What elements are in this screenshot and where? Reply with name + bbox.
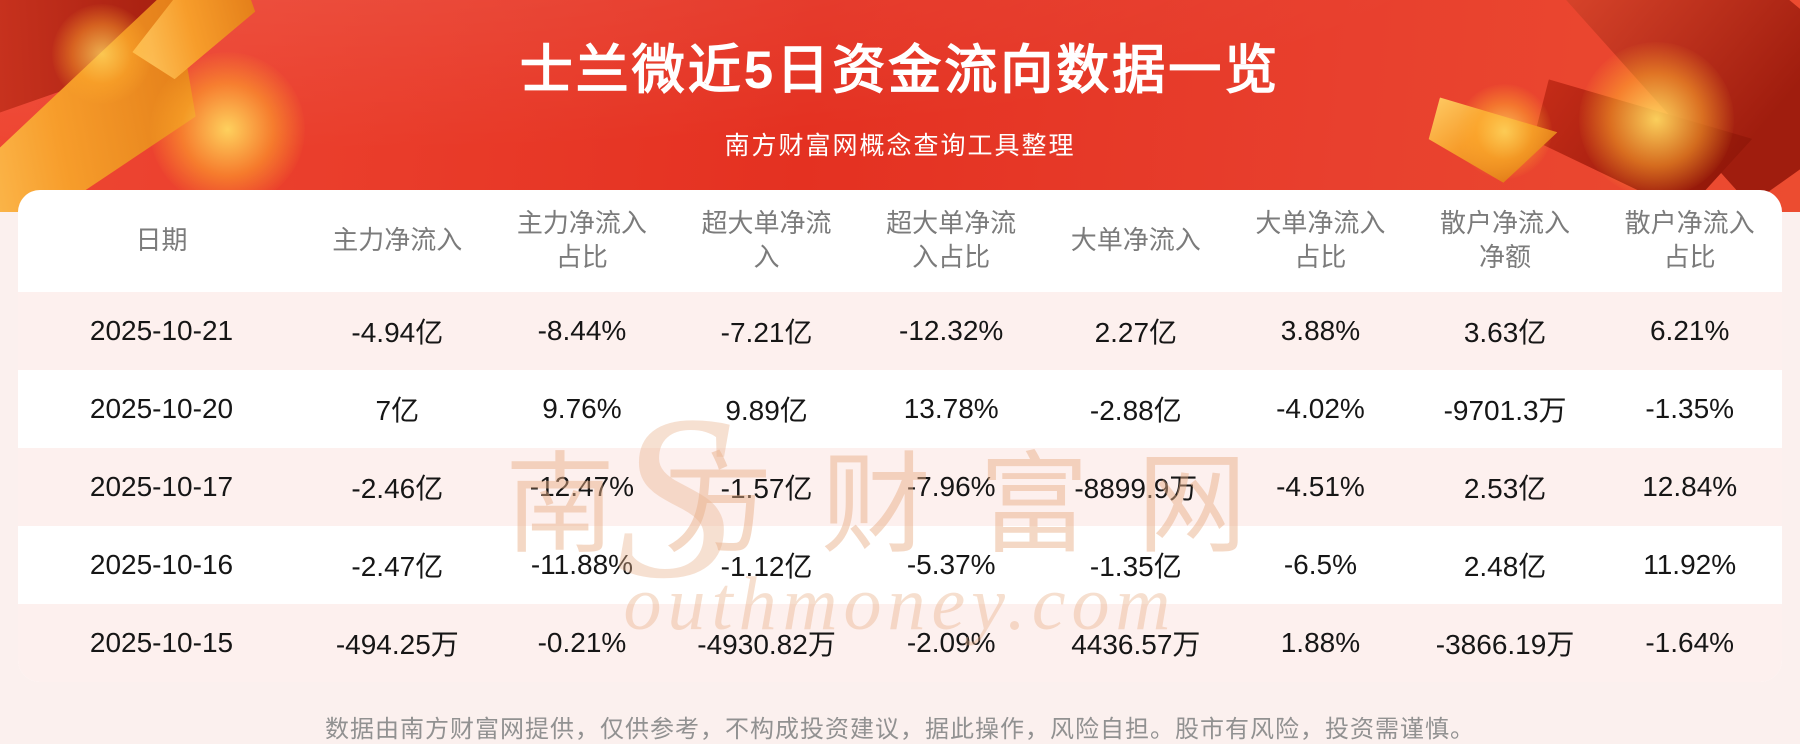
table-cell: 9.76% (542, 393, 622, 424)
page-subtitle: 南方财富网概念查询工具整理 (724, 132, 1076, 160)
table-cell: -0.21% (537, 627, 627, 658)
table-cell: -4.51% (1276, 471, 1365, 502)
table-cell: -1.12亿 (720, 551, 813, 582)
table-row: 2025-10-16 -2.47亿 -11.88% -1.12亿 -5.37% … (18, 526, 1782, 604)
table-cell: 2.48亿 (1463, 551, 1547, 582)
table-cell: 12.84% (1642, 471, 1738, 502)
table-cell: 3.63亿 (1463, 317, 1547, 348)
table-cell: -4.94亿 (351, 317, 444, 348)
table-cell: 11.92% (1643, 549, 1737, 580)
banner: 士兰微近5日资金流向数据一览 南方财富网概念查询工具整理 (0, 0, 1800, 212)
disclaimer-text: 数据由南方财富网提供，仅供参考，不构成投资建议，据此操作，风险自担。股市有风险，… (325, 716, 1475, 743)
table-cell: -12.47% (529, 471, 635, 502)
table-cell: 2.53亿 (1463, 473, 1547, 504)
table-cell: -4930.82万 (697, 629, 836, 660)
table-cell: -494.25万 (335, 629, 459, 660)
table-cell: -11.88% (530, 549, 634, 580)
header-cell-xl-order-net-inflow: 超大单净流入 (701, 208, 832, 272)
table-cell-date: 2025-10-20 (89, 393, 234, 424)
table-cell: 6.21% (1649, 315, 1730, 346)
table-cell: -12.32% (899, 315, 1004, 346)
table-cell: -4.02% (1276, 393, 1365, 424)
table-cell: -1.35亿 (1089, 551, 1182, 582)
header-cell-retail-net-inflow-pct: 散户净流入占比 (1624, 208, 1755, 272)
table-cell: 9.89亿 (725, 395, 808, 426)
table-cell: -8.44% (537, 315, 627, 346)
table-row: 2025-10-15 -494.25万 -0.21% -4930.82万 -2.… (18, 604, 1782, 682)
table-cell: 4436.57万 (1071, 629, 1201, 660)
table-cell: -3866.19万 (1435, 629, 1575, 660)
table-cell: 3.88% (1280, 315, 1361, 346)
table-cell: 2.27亿 (1094, 317, 1178, 348)
table-cell: -6.5% (1283, 549, 1358, 580)
table-cell-date: 2025-10-16 (89, 549, 234, 580)
table-cell: 1.88% (1280, 627, 1361, 658)
page-title: 士兰微近5日资金流向数据一览 (519, 41, 1281, 100)
table-cell: -2.46亿 (351, 473, 444, 504)
header-cell-large-order-net-inflow: 大单净流入 (1070, 225, 1201, 256)
table-cell: -7.21亿 (720, 317, 813, 348)
table-cell: -1.57亿 (720, 473, 813, 504)
table-header-row: 日期 主力净流入 主力净流入占比 超大单净流入 超大单净流入占比 大单净流入 大… (18, 190, 1782, 292)
header-cell-date: 日期 (135, 225, 188, 256)
header-cell-retail-net-inflow: 散户净流入净额 (1440, 208, 1571, 272)
table-cell: -2.88亿 (1089, 395, 1182, 426)
table-cell: -9701.3万 (1443, 395, 1567, 426)
table-cell: 7亿 (375, 395, 420, 426)
table-row: 2025-10-21 -4.94亿 -8.44% -7.21亿 -12.32% … (18, 292, 1782, 370)
table-cell: -2.47亿 (351, 551, 444, 582)
table-row: 2025-10-17 -2.46亿 -12.47% -1.57亿 -7.96% … (18, 448, 1782, 526)
table-cell: -1.35% (1645, 393, 1735, 424)
banner-text: 士兰微近5日资金流向数据一览 南方财富网概念查询工具整理 (0, 0, 1800, 162)
table-cell: -5.37% (906, 549, 996, 580)
table-cell-date: 2025-10-15 (89, 627, 234, 658)
table-cell: -8899.9万 (1074, 473, 1198, 504)
header-cell-main-net-inflow: 主力净流入 (332, 225, 463, 256)
header-cell-large-order-net-inflow-pct: 大单净流入占比 (1255, 208, 1386, 272)
table-cell: -7.96% (906, 471, 996, 502)
table-cell: 13.78% (903, 393, 999, 424)
header-cell-main-net-inflow-pct: 主力净流入占比 (516, 208, 647, 272)
table-cell: -1.64% (1645, 627, 1735, 658)
table-cell-date: 2025-10-21 (89, 315, 234, 346)
data-table-card: 日期 主力净流入 主力净流入占比 超大单净流入 超大单净流入占比 大单净流入 大… (18, 190, 1782, 682)
table-row: 2025-10-20 7亿 9.76% 9.89亿 13.78% -2.88亿 … (18, 370, 1782, 448)
header-cell-xl-order-net-inflow-pct: 超大单净流入占比 (886, 208, 1017, 272)
table-cell: -2.09% (906, 627, 996, 658)
table-cell-date: 2025-10-17 (89, 471, 234, 502)
